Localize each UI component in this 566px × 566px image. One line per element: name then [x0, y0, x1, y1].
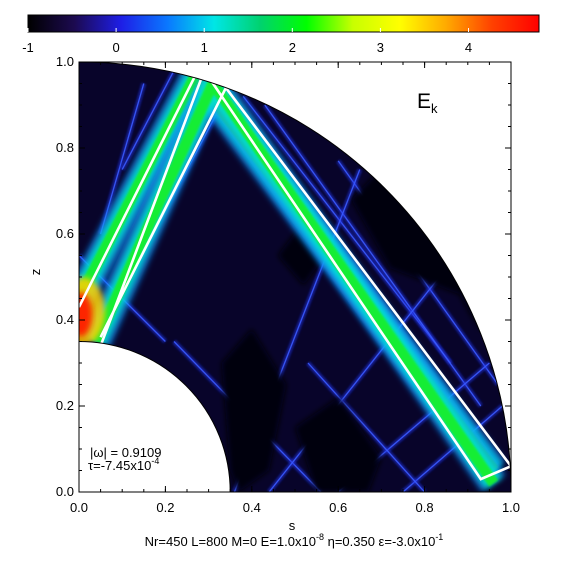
colorbar-tick-label-1: 0 — [112, 40, 119, 55]
shell-outline — [78, 61, 512, 493]
tau-annotation-main: τ=-7.45x10 — [88, 458, 151, 473]
y-tick-label-3: 0.6 — [56, 226, 74, 241]
hot-spot-inner — [79, 292, 92, 337]
attractor-line-0 — [99, 67, 511, 481]
x-axis-label: s — [289, 518, 296, 533]
attractor-layer — [79, 67, 511, 481]
colorbar-ticks: -1 0 1 2 3 4 — [22, 28, 472, 55]
y-tick-label-2: 0.4 — [56, 312, 74, 327]
hot-spot-layer — [79, 277, 105, 346]
colorbar-tick-label-0: -1 — [22, 40, 34, 55]
y-tick-label-1: 0.2 — [56, 398, 74, 413]
y-tick-label-0: 0.0 — [56, 484, 74, 499]
dark-region-1 — [295, 397, 382, 492]
parameters-exponent-1: -8 — [316, 532, 324, 542]
plot-area: 0.0 0.2 0.4 0.6 0.8 1.0 0.0 0.2 0.4 0.6 0.8 1.0 — [56, 54, 520, 515]
parameters-exponent-2: -1 — [435, 532, 443, 542]
colorbar-tick-label-4: 3 — [377, 40, 384, 55]
tau-annotation: τ=-7.45x10-4 — [88, 456, 159, 473]
panel-label-subscript: k — [431, 101, 438, 116]
dark-region-0 — [221, 328, 287, 492]
colorbar-tick-label-5: 4 — [465, 40, 472, 55]
tau-annotation-exponent: -4 — [151, 456, 159, 466]
x-axis-ticks: 0.0 0.2 0.4 0.6 0.8 1.0 — [70, 62, 520, 515]
blue-ray-core-3 — [264, 104, 482, 407]
panel-label: Ek — [417, 90, 438, 116]
parameters-part-2: η=0.350 ε=-3.0x10 — [324, 534, 435, 549]
y-axis-ticks: 0.0 0.2 0.4 0.6 0.8 1.0 — [56, 54, 511, 499]
blue-ray-layer — [79, 69, 505, 492]
x-tick-label-2: 0.4 — [243, 500, 261, 515]
blue-ray-core-1 — [121, 70, 175, 170]
x-tick-label-1: 0.2 — [156, 500, 174, 515]
spherical-shell — [79, 62, 511, 492]
blue-ray-core-10 — [307, 362, 426, 492]
blue-ray-core-11 — [268, 267, 447, 492]
y-tick-label-4: 0.8 — [56, 140, 74, 155]
parameters-line: Nr=450 L=800 M=0 E=1.0x10-8 η=0.350 ε=-3… — [145, 532, 444, 549]
colorbar-rect — [27, 14, 540, 33]
x-tick-label-4: 0.8 — [416, 500, 434, 515]
y-tick-label-5: 1.0 — [56, 54, 74, 69]
x-tick-label-5: 1.0 — [502, 500, 520, 515]
y-axis-label: z — [28, 269, 43, 276]
parameters-part-1: Nr=450 L=800 M=0 E=1.0x10 — [145, 534, 316, 549]
omega-annotation: |ω| = 0.9109 — [90, 445, 161, 460]
x-tick-label-3: 0.6 — [329, 500, 347, 515]
colorbar-tick-label-3: 2 — [289, 40, 296, 55]
attractor-line-1 — [79, 74, 197, 308]
x-tick-label-0: 0.0 — [70, 500, 88, 515]
colorbar-tick-label-2: 1 — [201, 40, 208, 55]
panel-label-main: E — [417, 90, 431, 113]
colorbar: -1 0 1 2 3 4 — [22, 14, 540, 55]
blue-ray-core-0 — [99, 83, 145, 235]
